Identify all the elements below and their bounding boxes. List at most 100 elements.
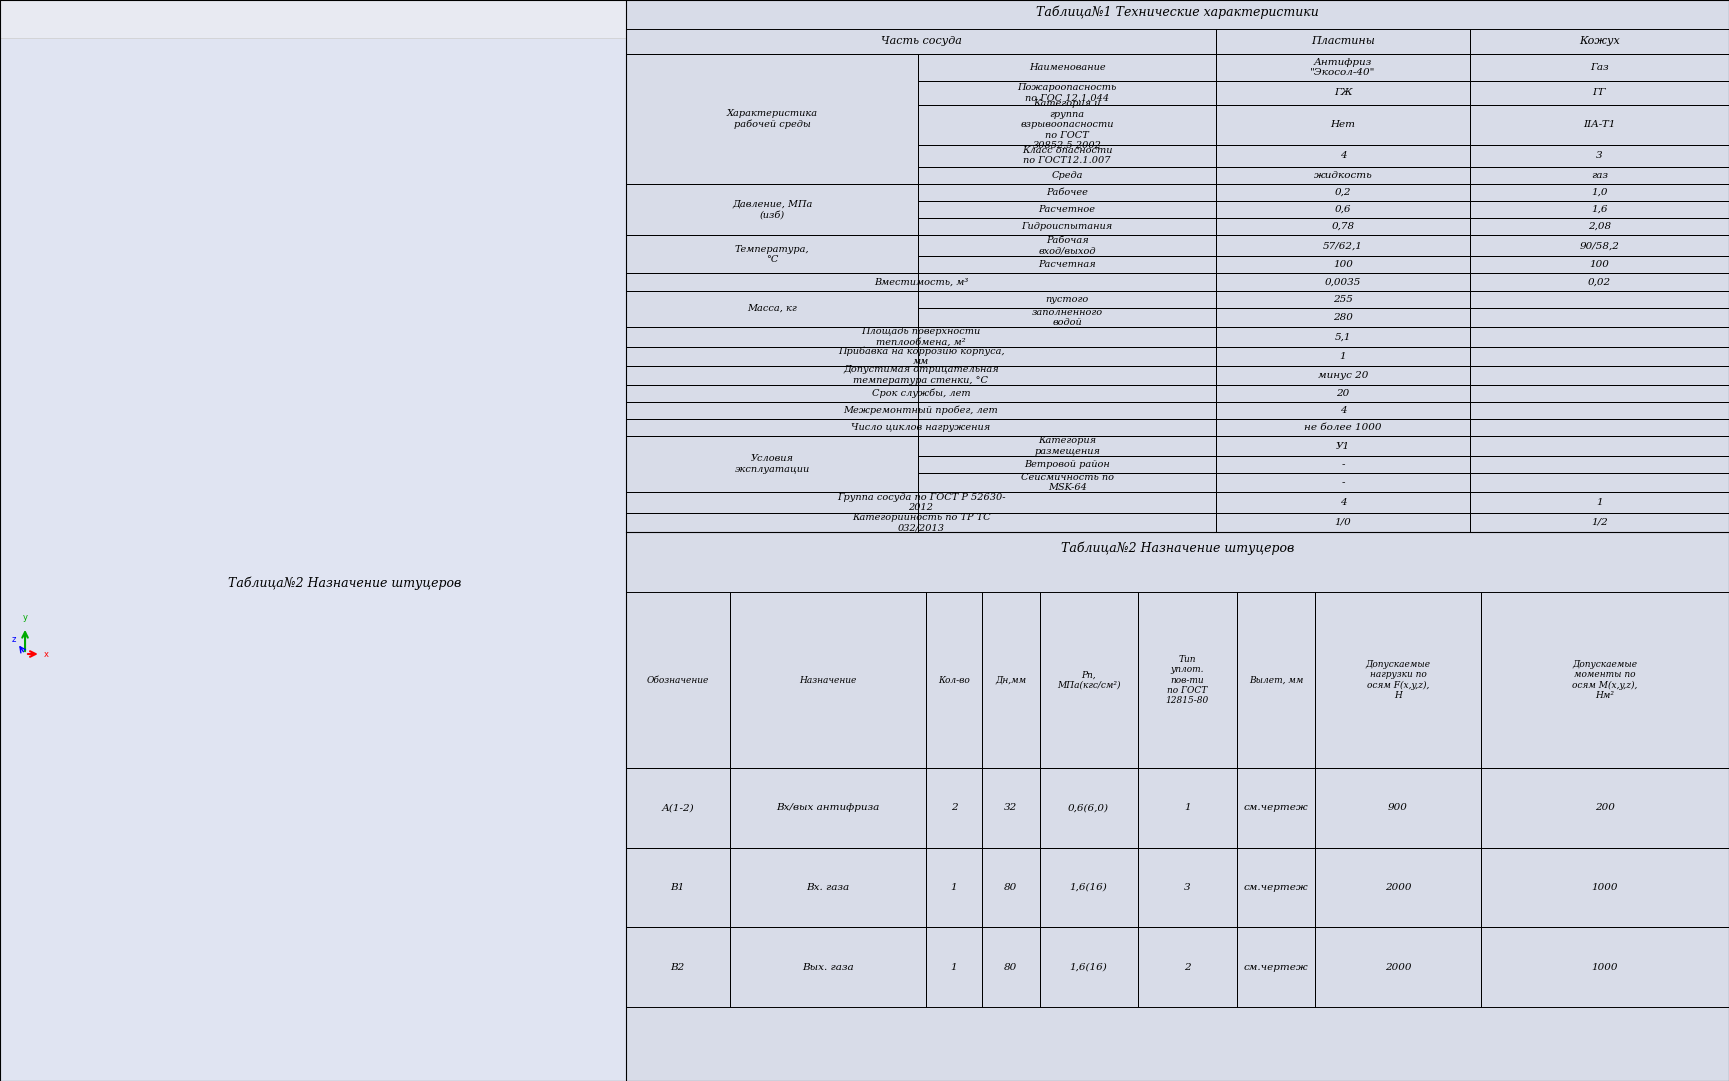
- Bar: [730, 927, 927, 1006]
- Bar: [1215, 236, 1470, 256]
- Bar: [1470, 402, 1729, 418]
- Text: Характеристика
рабочей среды: Характеристика рабочей среды: [726, 109, 818, 129]
- Text: -: -: [1342, 478, 1345, 488]
- Bar: [626, 848, 730, 927]
- Bar: [1215, 29, 1470, 54]
- Text: У1: У1: [1337, 441, 1350, 451]
- Text: Антифриз
"Экосол-40": Антифриз "Экосол-40": [1311, 57, 1376, 77]
- Bar: [1039, 927, 1138, 1006]
- Text: Гидроиспытания: Гидроиспытания: [1022, 222, 1113, 231]
- Bar: [1470, 273, 1729, 291]
- Bar: [1215, 105, 1470, 145]
- Bar: [730, 592, 927, 768]
- Bar: [1316, 848, 1480, 927]
- Text: Назначение: Назначение: [799, 676, 856, 684]
- Text: см.чертеж: см.чертеж: [1243, 962, 1309, 972]
- Bar: [1215, 365, 1470, 385]
- Text: 4: 4: [1340, 405, 1347, 415]
- Text: 0,2: 0,2: [1335, 188, 1350, 197]
- Bar: [626, 54, 918, 184]
- Bar: [1480, 927, 1729, 1006]
- Bar: [1470, 347, 1729, 365]
- Text: Таблица№2 Назначение штуцеров: Таблица№2 Назначение штуцеров: [228, 577, 462, 590]
- Bar: [1039, 848, 1138, 927]
- Text: см.чертеж: см.чертеж: [1243, 883, 1309, 892]
- Text: 0,6: 0,6: [1335, 205, 1350, 214]
- Text: 2,08: 2,08: [1587, 222, 1611, 231]
- Bar: [1470, 236, 1729, 256]
- Bar: [1215, 512, 1470, 532]
- Text: Кол-во: Кол-во: [939, 676, 970, 684]
- Bar: [626, 184, 918, 236]
- Text: Расчетное: Расчетное: [1039, 205, 1096, 214]
- Text: В2: В2: [671, 962, 685, 972]
- Text: 2000: 2000: [1385, 962, 1411, 972]
- Bar: [1470, 512, 1729, 532]
- Text: Таблица№1 Технические характеристики: Таблица№1 Технические характеристики: [1036, 5, 1319, 19]
- Bar: [1470, 492, 1729, 512]
- Text: 80: 80: [1005, 962, 1017, 972]
- Text: Дн,мм: Дн,мм: [996, 676, 1027, 684]
- Text: Число циклов нагружения: Число циклов нагружения: [851, 423, 991, 432]
- Bar: [730, 848, 927, 927]
- Text: Вх/вых антифриза: Вх/вых антифриза: [776, 803, 880, 812]
- Bar: [626, 402, 1215, 418]
- Bar: [1470, 418, 1729, 436]
- Bar: [1470, 81, 1729, 105]
- Bar: [918, 166, 1215, 184]
- Text: Температура,
°С: Температура, °С: [735, 244, 809, 264]
- Bar: [626, 385, 1215, 402]
- Bar: [918, 105, 1215, 145]
- Text: Среда: Среда: [1051, 171, 1082, 179]
- Bar: [626, 436, 918, 492]
- Bar: [626, 291, 918, 326]
- Bar: [918, 273, 1215, 291]
- Text: 57/62,1: 57/62,1: [1323, 241, 1362, 251]
- Text: 1: 1: [1184, 803, 1191, 812]
- Text: Допускаемые
моменты по
осям M(x,y,z),
Нм²: Допускаемые моменты по осям M(x,y,z), Нм…: [1572, 659, 1637, 700]
- Bar: [626, 927, 730, 1006]
- Bar: [918, 291, 1215, 308]
- Text: ГЖ: ГЖ: [1333, 89, 1352, 97]
- Text: 1,6(16): 1,6(16): [1070, 883, 1108, 892]
- Text: Площадь поверхности
теплообмена, м²: Площадь поверхности теплообмена, м²: [861, 326, 980, 346]
- Text: Пожароопасность
по ГОС 12.1.044: Пожароопасность по ГОС 12.1.044: [1017, 83, 1117, 103]
- Bar: [918, 184, 1215, 201]
- Text: Вых. газа: Вых. газа: [802, 962, 854, 972]
- Bar: [1470, 218, 1729, 236]
- Bar: [1470, 256, 1729, 273]
- Bar: [626, 273, 1215, 291]
- Bar: [626, 347, 1215, 365]
- Bar: [1316, 927, 1480, 1006]
- Bar: [927, 768, 982, 848]
- Bar: [918, 218, 1215, 236]
- Text: 1: 1: [1340, 351, 1347, 361]
- Bar: [1236, 848, 1316, 927]
- Bar: [1215, 81, 1470, 105]
- Bar: [918, 402, 1215, 418]
- Bar: [918, 418, 1215, 436]
- Text: не более 1000: не более 1000: [1304, 423, 1381, 432]
- Bar: [918, 436, 1215, 456]
- Text: жидкость: жидкость: [1314, 171, 1373, 179]
- Text: Класс опасности
по ГОСТ12.1.007: Класс опасности по ГОСТ12.1.007: [1022, 146, 1112, 165]
- Bar: [626, 512, 1215, 532]
- Bar: [626, 29, 1215, 54]
- Bar: [1215, 418, 1470, 436]
- Bar: [927, 848, 982, 927]
- Text: Масса, кг: Масса, кг: [747, 304, 797, 313]
- Text: -: -: [1342, 461, 1345, 469]
- Text: Таблица№2 Назначение штуцеров: Таблица№2 Назначение штуцеров: [1062, 542, 1293, 555]
- Bar: [1236, 768, 1316, 848]
- Text: Группа сосуда по ГОСТ Р 52630-
2012: Группа сосуда по ГОСТ Р 52630- 2012: [837, 493, 1005, 512]
- Text: 100: 100: [1333, 261, 1352, 269]
- Text: 1000: 1000: [1592, 883, 1618, 892]
- Bar: [626, 418, 1215, 436]
- Bar: [1470, 326, 1729, 347]
- Bar: [626, 326, 1215, 347]
- Bar: [1215, 308, 1470, 326]
- Bar: [918, 347, 1215, 365]
- Bar: [1470, 29, 1729, 54]
- Bar: [1039, 592, 1138, 768]
- Bar: [982, 592, 1039, 768]
